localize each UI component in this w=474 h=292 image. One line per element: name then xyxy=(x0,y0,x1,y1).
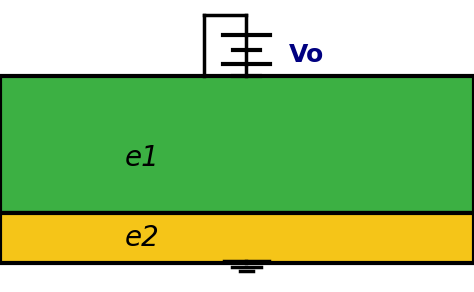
Bar xyxy=(0,213,474,263)
Text: Vo: Vo xyxy=(289,44,324,67)
Text: e2: e2 xyxy=(125,224,160,252)
Bar xyxy=(0,76,474,213)
Text: e1: e1 xyxy=(125,144,160,172)
